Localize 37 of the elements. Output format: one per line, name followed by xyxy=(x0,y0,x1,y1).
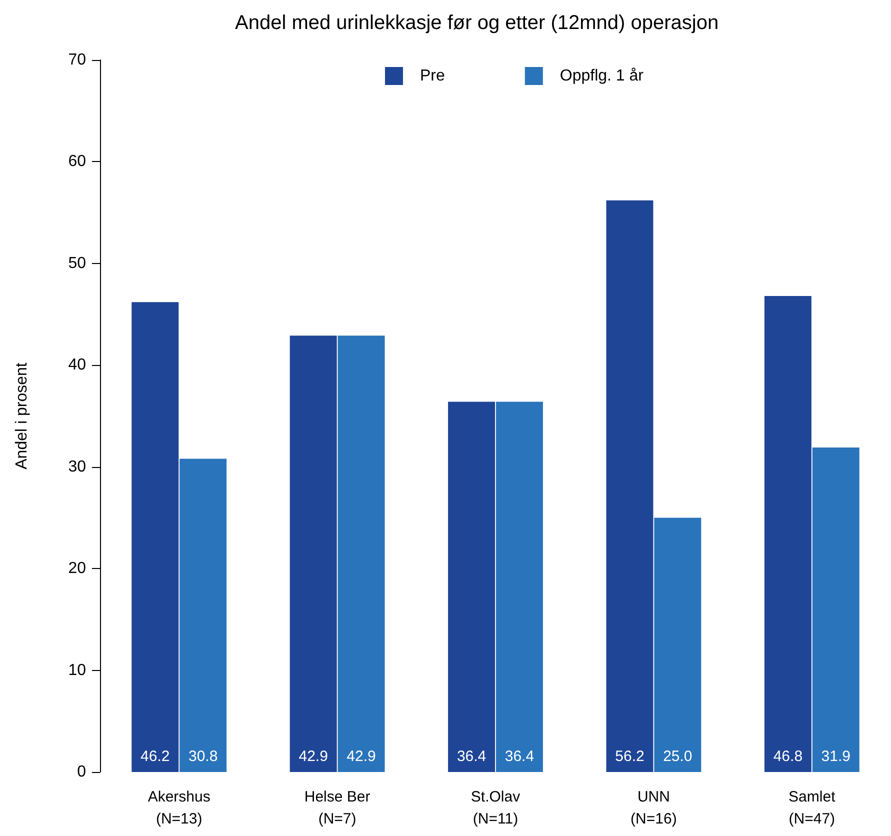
bar xyxy=(338,336,385,772)
legend-label: Oppflg. 1 år xyxy=(560,68,644,84)
y-tick-label: 30 xyxy=(68,458,86,476)
y-tick-label: 40 xyxy=(68,356,86,374)
x-tick-label: Samlet (N=47) xyxy=(788,788,836,828)
legend-label: Pre xyxy=(420,68,445,84)
bar xyxy=(496,402,543,772)
data-label: 25.0 xyxy=(663,748,692,765)
x-tick-label: Helse Ber (N=7) xyxy=(304,788,370,828)
x-tick-label: Akershus (N=13) xyxy=(148,788,210,828)
data-label: 46.8 xyxy=(773,748,803,765)
y-tick-label: 20 xyxy=(68,560,86,578)
data-label: 42.9 xyxy=(298,748,328,765)
bar xyxy=(448,402,496,772)
bar xyxy=(606,200,654,772)
x-tick-label: St.Olav (N=11) xyxy=(470,788,521,828)
y-tick-label: 60 xyxy=(68,153,86,170)
y-tick-label: 0 xyxy=(77,764,86,780)
data-label: 42.9 xyxy=(346,748,376,765)
bar xyxy=(180,458,227,772)
y-tick-label: 50 xyxy=(68,254,86,272)
bar xyxy=(812,448,860,772)
data-label: 30.8 xyxy=(188,748,218,765)
y-tick-label: 70 xyxy=(68,52,86,68)
bar xyxy=(290,336,337,772)
bar xyxy=(764,296,812,772)
data-label: 46.2 xyxy=(140,748,170,765)
data-label: 31.9 xyxy=(821,748,850,765)
y-tick-label: 10 xyxy=(68,662,86,679)
data-label: 36.4 xyxy=(504,748,534,765)
data-label: 36.4 xyxy=(456,748,486,765)
bar xyxy=(132,302,179,772)
chart-title: Andel med urinlekkasje før og etter (12mnd) operasjon xyxy=(235,12,719,34)
y-axis-title: Andel i prosent xyxy=(14,362,30,470)
x-tick-label: UNN (N=16) xyxy=(630,788,677,828)
data-label: 56.2 xyxy=(615,748,644,765)
bar xyxy=(654,518,702,772)
